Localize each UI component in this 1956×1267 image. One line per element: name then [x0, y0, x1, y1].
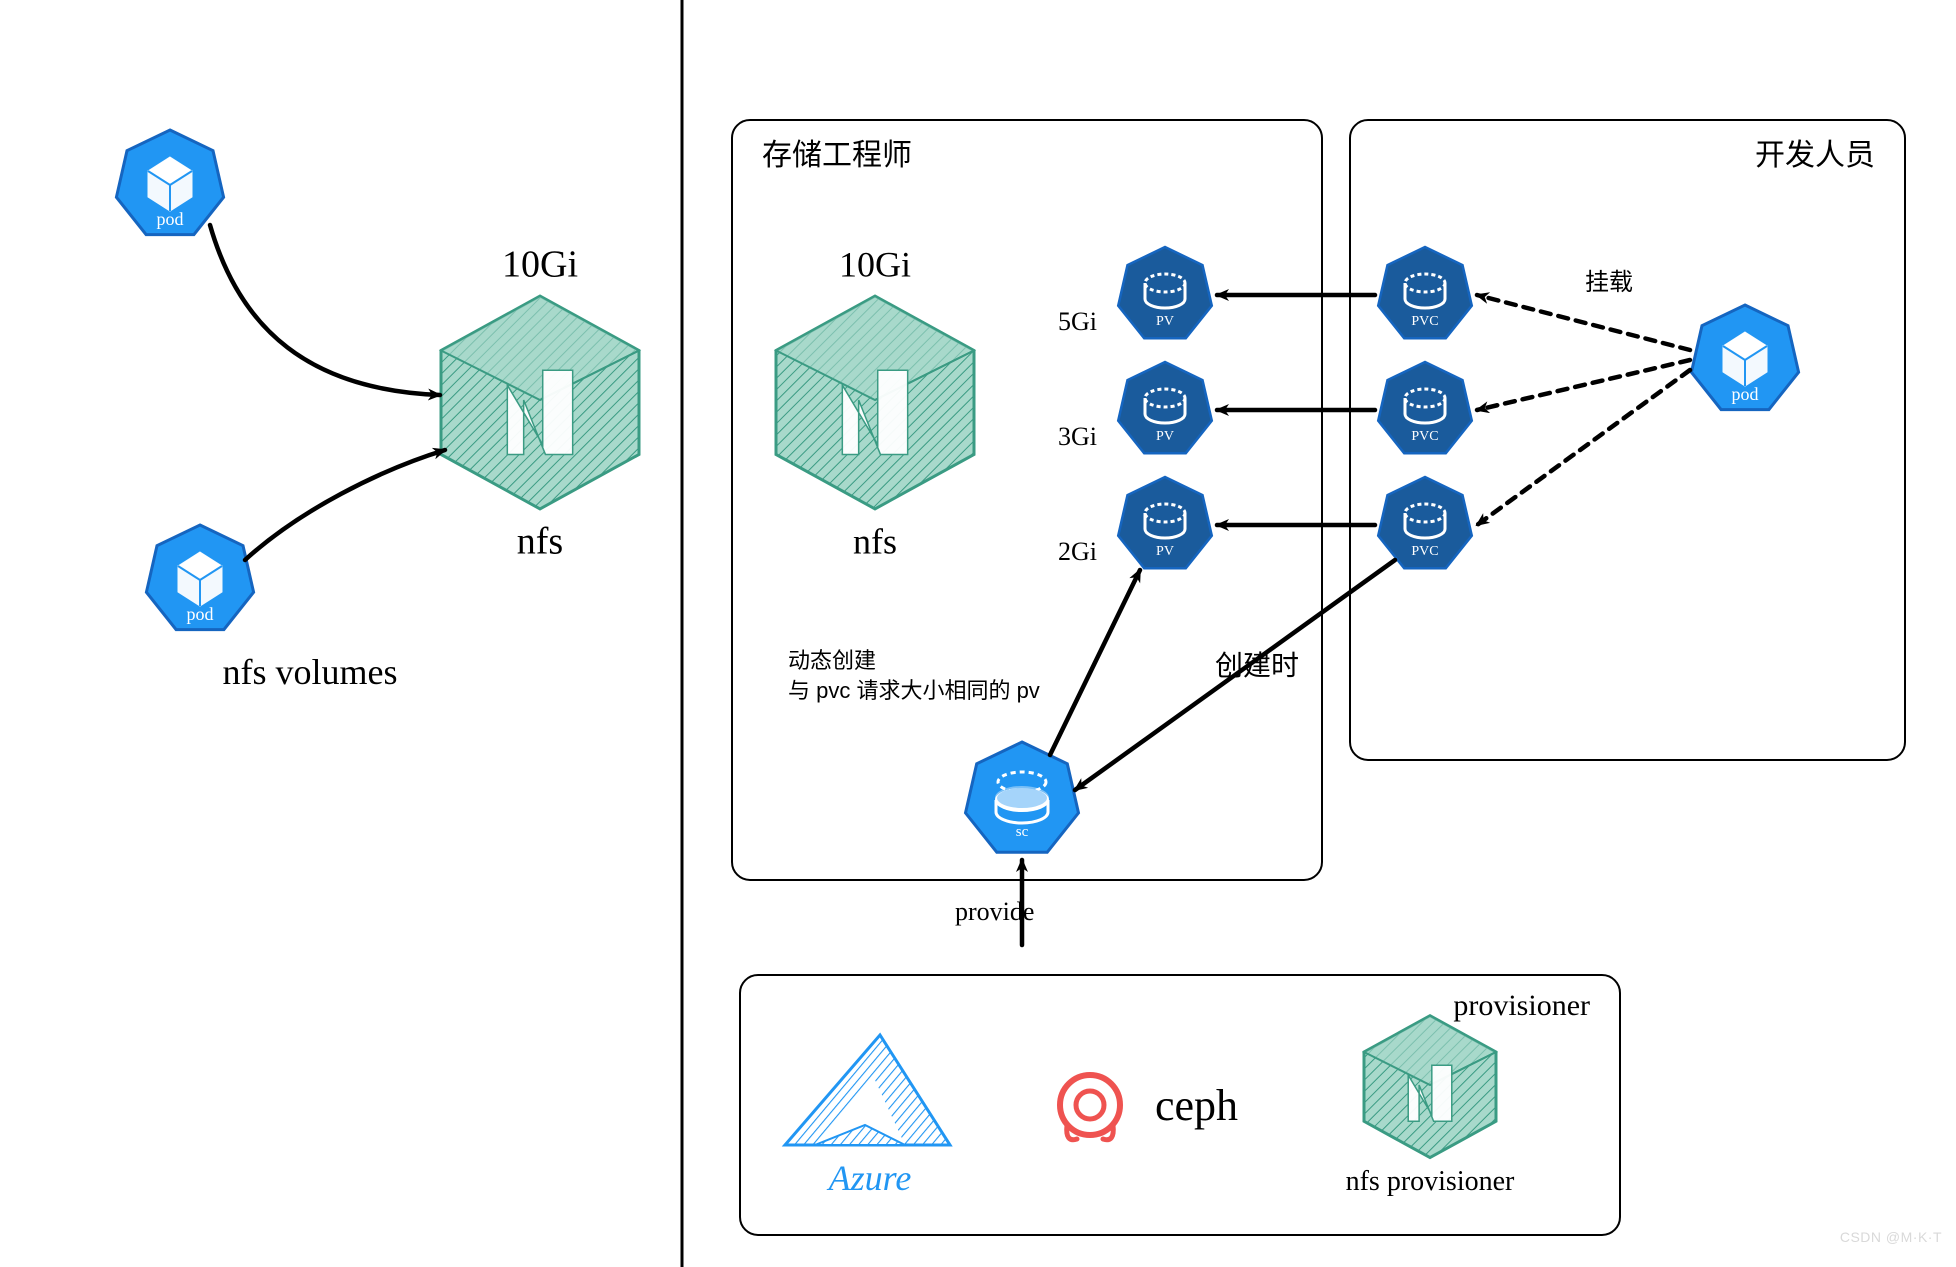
pv-1: PV — [1118, 362, 1212, 453]
sc-note-1: 动态创建 — [788, 648, 876, 673]
left-pod-0: pod — [116, 130, 223, 235]
pv-size-2: 2Gi — [1058, 537, 1097, 566]
svg-text:nfs: nfs — [517, 520, 563, 562]
pvc-1: PVC — [1378, 362, 1472, 453]
left-pod-1: pod — [146, 525, 253, 630]
nfs-provisioner-cube — [1364, 1016, 1496, 1158]
left-pod-1-label: pod — [187, 604, 214, 624]
sc-node: sc — [966, 742, 1079, 852]
mount-label: 挂载 — [1585, 269, 1633, 296]
svg-text:nfs: nfs — [853, 521, 897, 561]
pvc-0: PVC — [1378, 247, 1472, 338]
create-time-label: 创建时 — [1215, 650, 1299, 681]
edge-pod-pvc-2 — [1477, 370, 1690, 525]
svg-text:PVC: PVC — [1411, 429, 1438, 444]
svg-text:sc: sc — [1016, 824, 1029, 840]
svg-text:PVC: PVC — [1411, 314, 1438, 329]
pv-0: PV — [1118, 247, 1212, 338]
svg-text:PV: PV — [1156, 314, 1174, 329]
watermark: CSDN @M·K·T — [1840, 1229, 1942, 1245]
left-edge-0 — [210, 225, 440, 395]
svg-text:PVC: PVC — [1411, 544, 1438, 559]
svg-text:10Gi: 10Gi — [502, 243, 578, 285]
pv-size-1: 3Gi — [1058, 422, 1097, 451]
nfs-provisioner-label: nfs provisioner — [1346, 1166, 1515, 1197]
right-nfs-cube: 10Gi nfs — [776, 244, 974, 561]
left-nfs-cube: 10Gi nfs — [441, 243, 639, 562]
azure-label: Azure — [827, 1158, 912, 1198]
pv-2: PV — [1118, 477, 1212, 568]
svg-text:PV: PV — [1156, 544, 1174, 559]
ceph-label: ceph — [1155, 1081, 1238, 1130]
provisioner-title: provisioner — [1453, 989, 1590, 1022]
right-pod: pod — [1691, 305, 1798, 410]
svg-text:开发人员: 开发人员 — [1755, 139, 1875, 172]
edge-sc-0 — [1050, 570, 1140, 755]
provide-label: provide — [955, 897, 1034, 926]
left-pod-0-label: pod — [157, 209, 184, 229]
pv-size-0: 5Gi — [1058, 307, 1097, 336]
edge-pod-pvc-1 — [1477, 360, 1690, 410]
azure-icon: Azure — [785, 1035, 950, 1198]
svg-text:10Gi: 10Gi — [839, 244, 911, 284]
pvc-2: PVC — [1378, 477, 1472, 568]
sc-note-2: 与 pvc 请求大小相同的 pv — [788, 678, 1040, 703]
ceph-icon: ceph — [1060, 1075, 1238, 1140]
svg-text:存储工程师: 存储工程师 — [762, 139, 912, 172]
left-edge-1 — [245, 450, 445, 560]
svg-text:PV: PV — [1156, 429, 1174, 444]
right-pod-label: pod — [1732, 384, 1759, 404]
left-title: nfs volumes — [223, 652, 398, 692]
edge-pod-pvc-0 — [1477, 295, 1690, 350]
